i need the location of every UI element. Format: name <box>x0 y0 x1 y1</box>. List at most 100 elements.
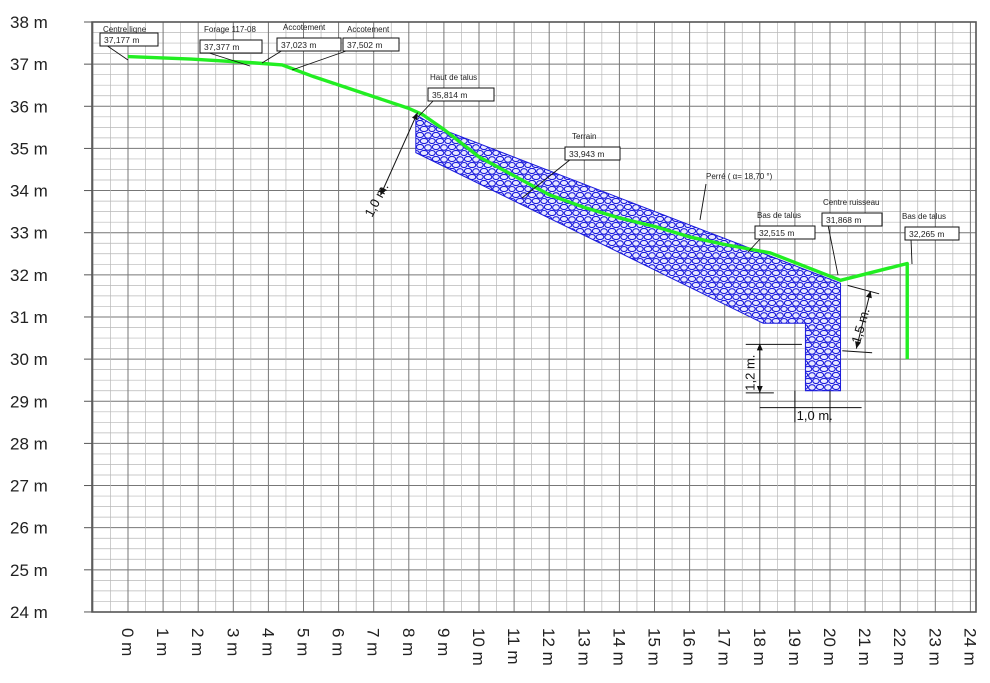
dimension-label-ditch-depth: 1,5 m. <box>848 306 872 345</box>
x-tick-label: 4 m <box>258 628 277 656</box>
y-tick-label: 38 m <box>10 13 48 32</box>
x-tick-label: 19 m <box>785 628 804 666</box>
y-tick-label: 28 m <box>10 434 48 453</box>
x-tick-label: 20 m <box>820 628 839 666</box>
annotation-callout: Bas de talus 32,265 m <box>902 212 960 265</box>
annotation-value-box <box>342 37 400 52</box>
x-tick-label: 12 m <box>539 628 558 666</box>
annotation-value-box <box>821 212 883 227</box>
x-tick-label: 11 m <box>504 628 523 665</box>
annotation-title: Forage 117-08 <box>204 25 256 34</box>
y-tick-label: 24 m <box>10 603 48 622</box>
x-tick-label: 7 m <box>364 628 383 656</box>
annotation-value: 32,265 m <box>909 229 944 239</box>
annotation-title: Perré ( α= 18,70 °) <box>706 172 773 181</box>
annotation-title: Haut de talus <box>430 73 477 82</box>
dimension-bottom-width: 1,0 m. <box>759 390 862 423</box>
annotation-leader <box>747 237 762 253</box>
dimension-label-bottom-height: 1,2 m. <box>743 355 758 391</box>
x-tick-label: 21 m <box>855 628 874 666</box>
annotation-callout: Forage 117-08 37,377 m <box>199 25 263 67</box>
riprap-fill <box>415 113 842 392</box>
annotation-leader <box>827 224 839 276</box>
y-tick-label: 32 m <box>10 266 48 285</box>
x-tick-label: 16 m <box>680 628 699 666</box>
annotation-leader <box>910 238 913 265</box>
grid <box>92 21 976 613</box>
x-tick-label: 8 m <box>399 628 418 656</box>
annotation-value: 37,502 m <box>347 40 382 50</box>
annotation-value: 37,023 m <box>281 40 316 50</box>
x-tick-label: 1 m <box>153 628 172 656</box>
y-axis: 38 m 37 m 36 m 35 m 34 m 33 m 32 m 31 m 30 m 29 m… <box>10 13 92 622</box>
annotation-leader <box>261 49 284 64</box>
y-tick-label: 26 m <box>10 519 48 538</box>
annotation-leader <box>205 51 251 67</box>
annotation-leader <box>417 99 435 118</box>
annotation-value: 33,943 m <box>569 149 604 159</box>
y-tick-label: 35 m <box>10 139 48 158</box>
x-tick-label: 5 m <box>294 628 313 656</box>
annotation-value-box <box>276 37 342 52</box>
x-tick-label: 10 m <box>469 628 488 666</box>
y-tick-label: 27 m <box>10 477 48 496</box>
annotation-value-box <box>199 39 263 54</box>
x-axis: 0 m 1 m 2 m 3 m 4 m 5 m 6 m 7 m 8 m 9 m 10 m 11 m 12… <box>118 628 979 666</box>
terrain-profile-line <box>127 54 909 360</box>
annotation-value-box <box>427 87 495 102</box>
x-tick-label: 23 m <box>925 628 944 666</box>
y-tick-label: 36 m <box>10 97 48 116</box>
dimension-label-bottom-width: 1,0 m. <box>797 408 833 423</box>
y-tick-label: 33 m <box>10 224 48 243</box>
annotation-callout: Accotement 37,023 m <box>261 23 342 64</box>
x-tick-label: 2 m <box>188 628 207 656</box>
annotation-title: Bas de talus <box>757 211 801 220</box>
annotation-callout: Centre ruisseau 31,868 m <box>821 198 883 276</box>
annotation-leader <box>291 49 350 71</box>
annotation-value-box <box>754 225 816 240</box>
annotation-value-box <box>904 226 960 241</box>
x-tick-label: 17 m <box>715 628 734 666</box>
annotation-value: 35,814 m <box>432 90 467 100</box>
annotation-title: Accotement <box>283 23 326 32</box>
x-tick-label: 22 m <box>890 628 909 666</box>
y-tick-label: 34 m <box>10 182 48 201</box>
x-tick-label: 18 m <box>750 628 769 666</box>
y-tick-label: 29 m <box>10 392 48 411</box>
y-tick-label: 30 m <box>10 350 48 369</box>
annotation-callout: Bas de talus 32,515 m <box>747 211 816 253</box>
dimension-label-riprap-thickness: 1,0 m. <box>361 180 391 219</box>
annotation-title: Accotement <box>347 25 390 34</box>
y-tick-label: 25 m <box>10 561 48 580</box>
annotation-callout: Accotement 37,502 m <box>291 25 400 71</box>
annotation-callout: Terrain 33,943 m <box>521 132 621 199</box>
annotation-title: Centre ruisseau <box>823 198 879 207</box>
annotation-value: 32,515 m <box>759 228 794 238</box>
annotation-value: 37,177 m <box>104 35 139 45</box>
annotation-title: Bas de talus <box>902 212 946 221</box>
annotation-title: Centre ligne <box>103 25 147 34</box>
x-tick-label: 15 m <box>645 628 664 666</box>
y-tick-label: 37 m <box>10 55 48 74</box>
x-tick-label: 9 m <box>434 628 453 656</box>
x-tick-label: 3 m <box>223 628 242 656</box>
annotation-value: 37,377 m <box>204 42 239 52</box>
x-tick-label: 14 m <box>609 628 628 666</box>
annotation-value: 31,868 m <box>826 215 861 225</box>
x-tick-label: 24 m <box>960 628 979 666</box>
annotation-leader <box>521 158 572 199</box>
x-tick-label: 6 m <box>329 628 348 656</box>
annotation-value-box <box>564 146 621 161</box>
annotation-title: Terrain <box>572 132 596 141</box>
annotation-leader <box>699 183 707 221</box>
x-tick-label: 13 m <box>574 628 593 666</box>
annotation-callout: Perré ( α= 18,70 °) <box>699 172 773 221</box>
dimension-bottom-height: 1,2 m. <box>743 343 802 394</box>
annotation-callout: Haut de talus 35,814 m <box>417 73 495 118</box>
annotation-value-box <box>99 32 159 47</box>
y-tick-label: 31 m <box>10 308 48 327</box>
x-tick-label: 0 m <box>118 628 137 656</box>
